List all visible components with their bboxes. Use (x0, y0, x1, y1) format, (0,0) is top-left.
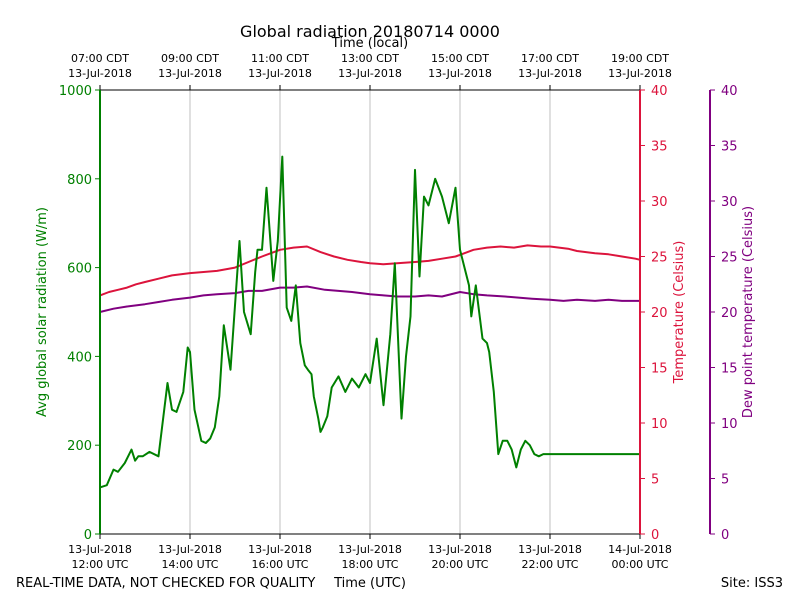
bottom-tick-date: 13-Jul-2018 (338, 543, 402, 556)
dewpoint-tick-label: 30 (721, 195, 738, 210)
top-tick-time: 13:00 CDT (341, 52, 399, 65)
top-tick-time: 15:00 CDT (431, 52, 489, 65)
top-tick-date: 13-Jul-2018 (518, 67, 582, 80)
temperature-series-line (99, 244, 641, 297)
gridlines (189, 90, 551, 534)
radiation-series-line (99, 155, 640, 489)
top-tick-date: 13-Jul-2018 (248, 67, 312, 80)
bottom-tick-date: 13-Jul-2018 (68, 543, 132, 556)
bottom-tick-date: 13-Jul-2018 (428, 543, 492, 556)
temperature-tick-label: 10 (651, 417, 668, 432)
temperature-axis-ticks: 0 5 10 15 20 25 30 35 40 (640, 84, 668, 543)
temperature-tick-label: 40 (651, 84, 668, 99)
dewpoint-tick-label: 10 (721, 417, 738, 432)
dewpoint-tick-label: 20 (721, 306, 738, 321)
left-axis-ticks: 0 200 400 600 800 1000 (59, 84, 100, 543)
bottom-tick-time: 20:00 UTC (431, 558, 488, 571)
top-tick-time: 19:00 CDT (611, 52, 669, 65)
temperature-axis-label: Temperature (Celsius) (672, 241, 687, 385)
left-tick-label: 600 (67, 262, 92, 277)
top-tick-date: 13-Jul-2018 (428, 67, 492, 80)
left-tick-label: 800 (67, 173, 92, 188)
dewpoint-tick-label: 5 (721, 473, 729, 488)
bottom-tick-time: 18:00 UTC (341, 558, 398, 571)
bottom-axis-label: Time (UTC) (333, 576, 406, 591)
left-tick-label: 0 (84, 528, 92, 543)
bottom-axis-ticks: 13-Jul-2018 12:00 UTC 13-Jul-2018 14:00 UTC… (68, 534, 672, 571)
series-layer (99, 155, 641, 489)
temperature-tick-label: 5 (651, 473, 659, 488)
dewpoint-tick-label: 40 (721, 84, 738, 99)
bottom-tick-time: 00:00 UTC (611, 558, 668, 571)
bottom-tick-time: 12:00 UTC (71, 558, 128, 571)
bottom-tick-date: 13-Jul-2018 (158, 543, 222, 556)
bottom-tick-time: 14:00 UTC (161, 558, 218, 571)
dewpoint-axis-ticks: 0 5 10 15 20 25 30 35 40 (710, 84, 738, 543)
site-label: Site: ISS3 (721, 576, 783, 591)
left-tick-label: 1000 (59, 84, 92, 99)
bottom-tick-date: 13-Jul-2018 (518, 543, 582, 556)
bottom-tick-time: 22:00 UTC (521, 558, 578, 571)
dewpoint-tick-label: 25 (721, 251, 738, 266)
left-tick-label: 200 (67, 439, 92, 454)
left-axis-label: Avg global solar radiation (W/m) (35, 207, 50, 417)
top-axis-ticks: 07:00 CDT 13-Jul-2018 09:00 CDT 13-Jul-2018… (68, 52, 672, 90)
top-tick-time: 07:00 CDT (71, 52, 129, 65)
bottom-tick-date: 13-Jul-2018 (248, 543, 312, 556)
temperature-tick-label: 20 (651, 306, 668, 321)
top-tick-time: 09:00 CDT (161, 52, 219, 65)
temperature-tick-label: 30 (651, 195, 668, 210)
bottom-tick-time: 16:00 UTC (251, 558, 308, 571)
top-tick-date: 13-Jul-2018 (68, 67, 132, 80)
dewpoint-series-line (99, 285, 640, 313)
top-axis-label: Time (local) (331, 36, 408, 51)
top-tick-time: 17:00 CDT (521, 52, 579, 65)
temperature-tick-label: 0 (651, 528, 659, 543)
dewpoint-tick-label: 15 (721, 362, 738, 377)
left-tick-label: 400 (67, 350, 92, 365)
top-tick-date: 13-Jul-2018 (158, 67, 222, 80)
top-tick-date: 13-Jul-2018 (608, 67, 672, 80)
dewpoint-tick-label: 0 (721, 528, 729, 543)
quality-note: REAL-TIME DATA, NOT CHECKED FOR QUALITY (16, 576, 315, 591)
top-tick-date: 13-Jul-2018 (338, 67, 402, 80)
chart-title: Global radiation 20180714 0000 (240, 22, 500, 41)
temperature-tick-label: 15 (651, 362, 668, 377)
bottom-tick-date: 14-Jul-2018 (608, 543, 672, 556)
temperature-tick-label: 35 (651, 140, 668, 155)
top-tick-time: 11:00 CDT (251, 52, 309, 65)
dewpoint-tick-label: 35 (721, 140, 738, 155)
dewpoint-axis-label: Dew point temperature (Celsius) (741, 206, 756, 418)
temperature-tick-label: 25 (651, 251, 668, 266)
